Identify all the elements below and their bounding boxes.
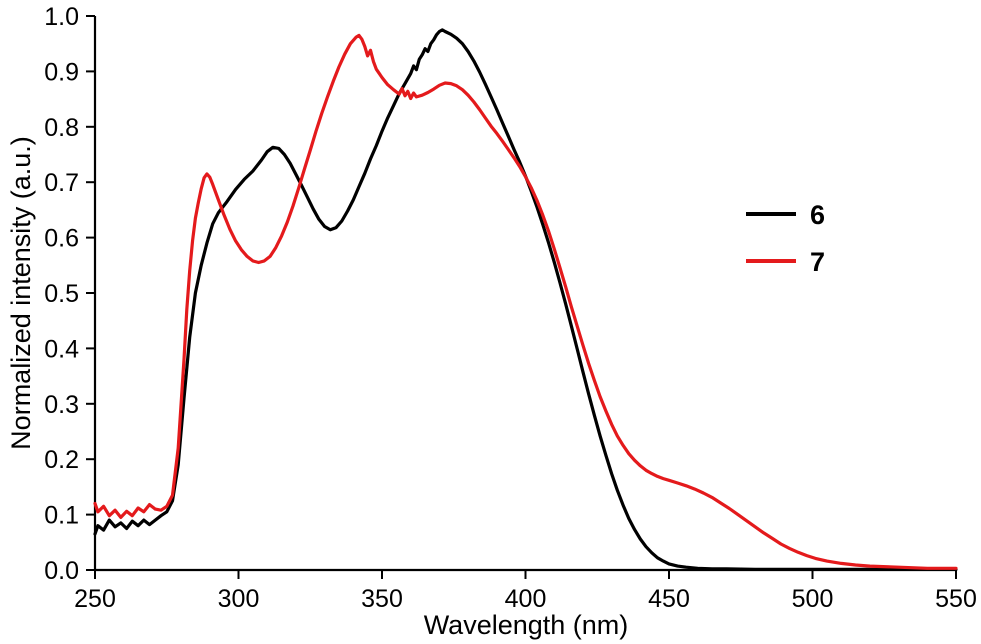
x-tick-label: 550 bbox=[935, 585, 977, 613]
x-tick-label: 400 bbox=[505, 585, 547, 613]
x-tick-label: 500 bbox=[792, 585, 834, 613]
series-lines bbox=[93, 28, 958, 572]
series-line-6 bbox=[93, 28, 958, 572]
y-tick-label: 0.1 bbox=[44, 502, 79, 530]
x-tick-label: 300 bbox=[218, 585, 260, 613]
y-tick-label: 1.0 bbox=[44, 3, 79, 31]
y-tick-label: 0.5 bbox=[44, 280, 79, 308]
series-line-7 bbox=[93, 33, 958, 570]
x-tick-label: 350 bbox=[361, 585, 403, 613]
legend-label-7: 7 bbox=[810, 247, 825, 277]
legend-label-6: 6 bbox=[810, 200, 825, 230]
x-tick-label: 450 bbox=[648, 585, 690, 613]
y-tick-label: 0.6 bbox=[44, 225, 79, 253]
y-tick-label: 0.3 bbox=[44, 391, 79, 419]
x-axis-title: Wavelength (nm) bbox=[424, 610, 629, 640]
y-tick-label: 0.9 bbox=[44, 58, 79, 86]
x-tick-label: 250 bbox=[74, 585, 116, 613]
y-tick-label: 0.4 bbox=[44, 335, 79, 363]
y-tick-label: 0.2 bbox=[44, 446, 79, 474]
legend: 67 bbox=[746, 200, 825, 277]
axes: 250 300 350 400 450 500 550 0.0 0.1 0.2 0.3 0.4 0.5 0… bbox=[44, 3, 977, 613]
y-axis-title: Normalized intensity (a.u.) bbox=[6, 136, 36, 450]
y-tick-label: 0.8 bbox=[44, 114, 79, 142]
y-tick-label: 0.7 bbox=[44, 169, 79, 197]
y-tick-label: 0.0 bbox=[44, 557, 79, 585]
